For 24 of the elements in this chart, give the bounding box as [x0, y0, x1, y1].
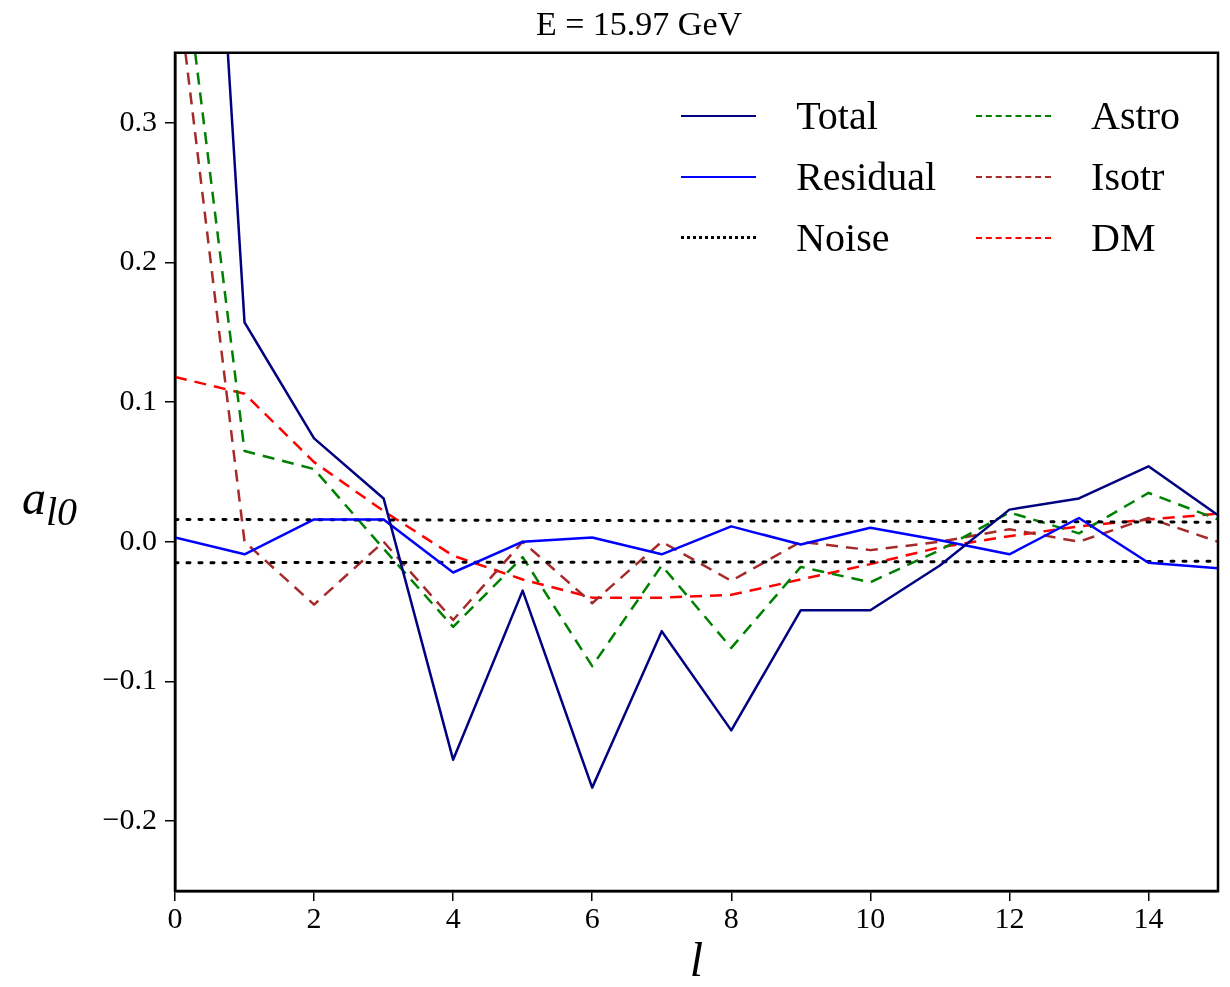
x-tick-label: 8 — [723, 900, 739, 934]
legend-label: Residual — [796, 153, 937, 200]
y-tick-label: −0.2 — [102, 802, 157, 836]
y-tick-label: 0.3 — [119, 103, 157, 137]
legend-label: Isotr — [1091, 153, 1166, 200]
legend-label: Total — [796, 92, 879, 139]
x-tick-label: 10 — [855, 900, 886, 934]
legend-label: Astro — [1091, 92, 1180, 139]
x-axis-title: l — [689, 932, 704, 986]
x-tick-label: 14 — [1133, 900, 1164, 934]
line-series — [175, 375, 1218, 599]
legend-label: Noise — [796, 214, 891, 261]
x-tick-label: 0 — [167, 900, 183, 934]
y-tick-label: 0.2 — [119, 243, 157, 277]
legend-label: DM — [1091, 214, 1157, 261]
y-tick-label: −0.1 — [102, 662, 157, 696]
y-axis-title: a$_{l0}$ — [22, 470, 78, 535]
y-tick-label: 0.0 — [119, 522, 157, 556]
x-tick-label: 4 — [445, 900, 461, 934]
x-tick-label: 2 — [306, 900, 322, 934]
chart-title: E = 15.97 GeV — [535, 5, 743, 43]
x-tick-label: 6 — [584, 900, 600, 934]
x-tick-label: 12 — [994, 900, 1025, 934]
y-tick-label: 0.1 — [119, 382, 157, 416]
